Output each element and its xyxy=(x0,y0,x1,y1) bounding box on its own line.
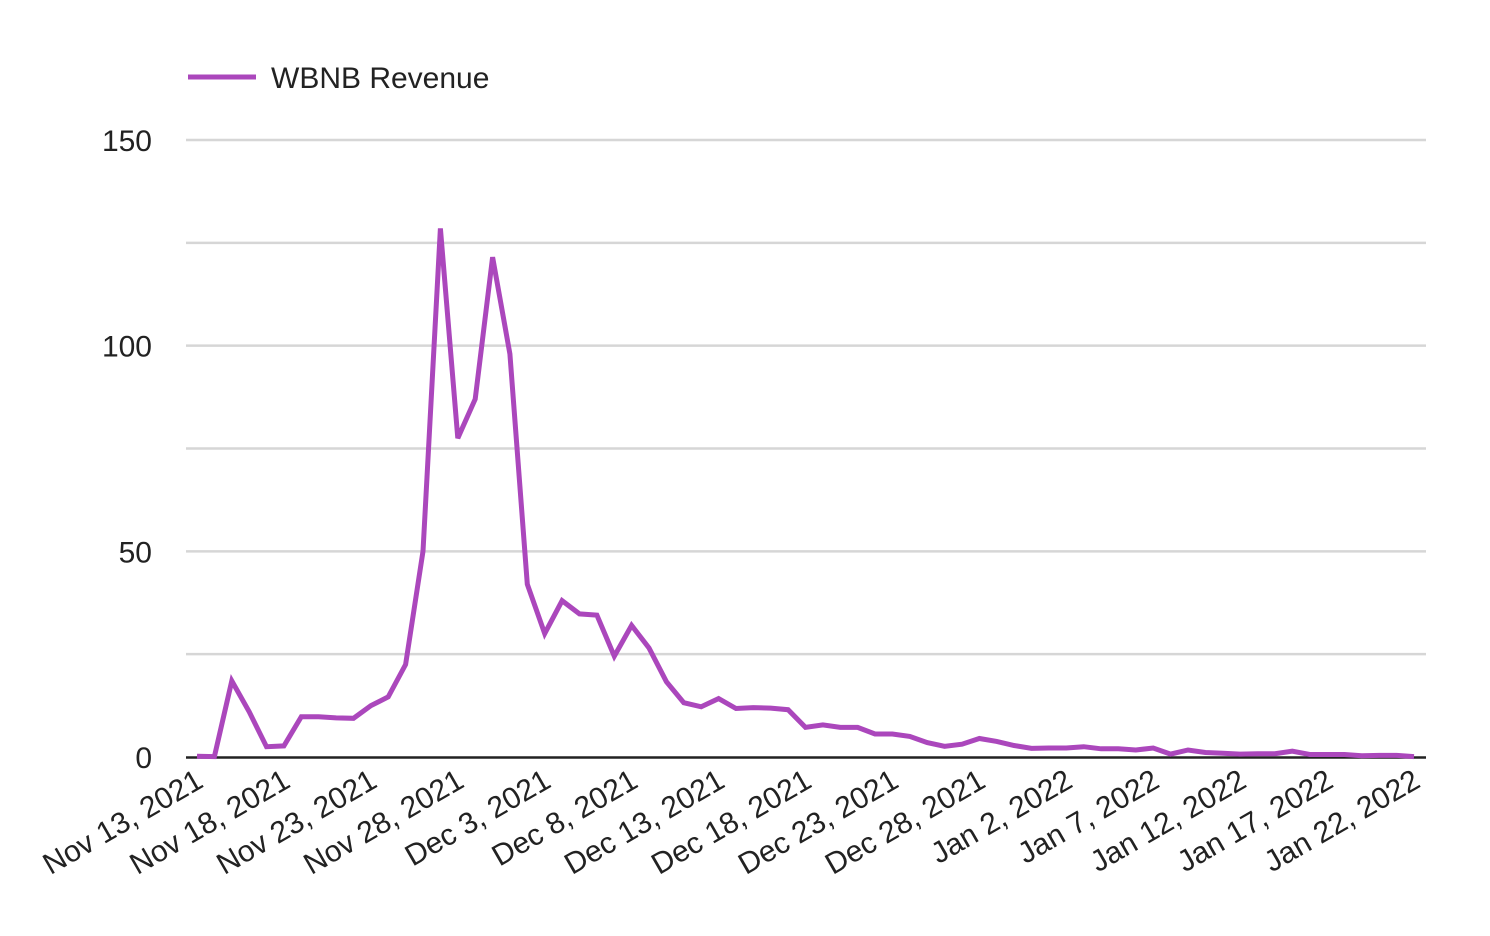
y-tick-label: 150 xyxy=(102,125,152,158)
gridlines xyxy=(186,138,1426,656)
y-tick-label: 100 xyxy=(102,331,152,364)
series-layer xyxy=(196,228,1415,760)
legend-label: WBNB Revenue xyxy=(271,62,489,95)
legend: WBNB Revenue xyxy=(188,62,489,95)
y-tick-label: 0 xyxy=(135,742,152,775)
series-line-0 xyxy=(196,228,1415,760)
y-tick-label: 50 xyxy=(119,536,152,569)
y-axis-tick-labels: 0 50 100 150 xyxy=(102,125,152,775)
